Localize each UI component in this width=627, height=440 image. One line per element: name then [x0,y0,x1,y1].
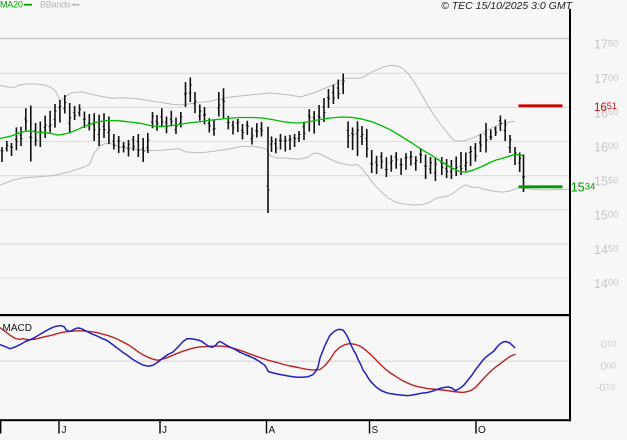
svg-text:1500: 1500 [594,209,618,223]
svg-text:BBands: BBands [40,0,71,9]
svg-text:010: 010 [601,339,617,352]
svg-text:-010: -010 [596,382,615,395]
svg-text:1700: 1700 [594,72,618,86]
svg-text:J: J [62,425,67,436]
svg-text:1650: 1650 [594,106,618,120]
svg-text:MACD: MACD [3,323,32,334]
svg-text:000: 000 [601,360,617,373]
svg-text:1750: 1750 [594,38,618,52]
svg-text:A: A [269,425,276,436]
svg-text:1534: 1534 [571,181,595,195]
svg-text:© TEC 15/10/2025 3:0 GMT: © TEC 15/10/2025 3:0 GMT [441,0,573,12]
svg-text:S: S [372,425,379,436]
svg-text:1400: 1400 [594,277,618,291]
svg-text:O: O [478,425,486,436]
svg-text:1550: 1550 [594,175,618,189]
svg-text:1651: 1651 [594,101,617,114]
svg-text:J: J [162,425,167,436]
svg-text:1600: 1600 [594,140,618,154]
svg-text:MA20: MA20 [0,0,23,9]
svg-text:1450: 1450 [594,243,618,257]
